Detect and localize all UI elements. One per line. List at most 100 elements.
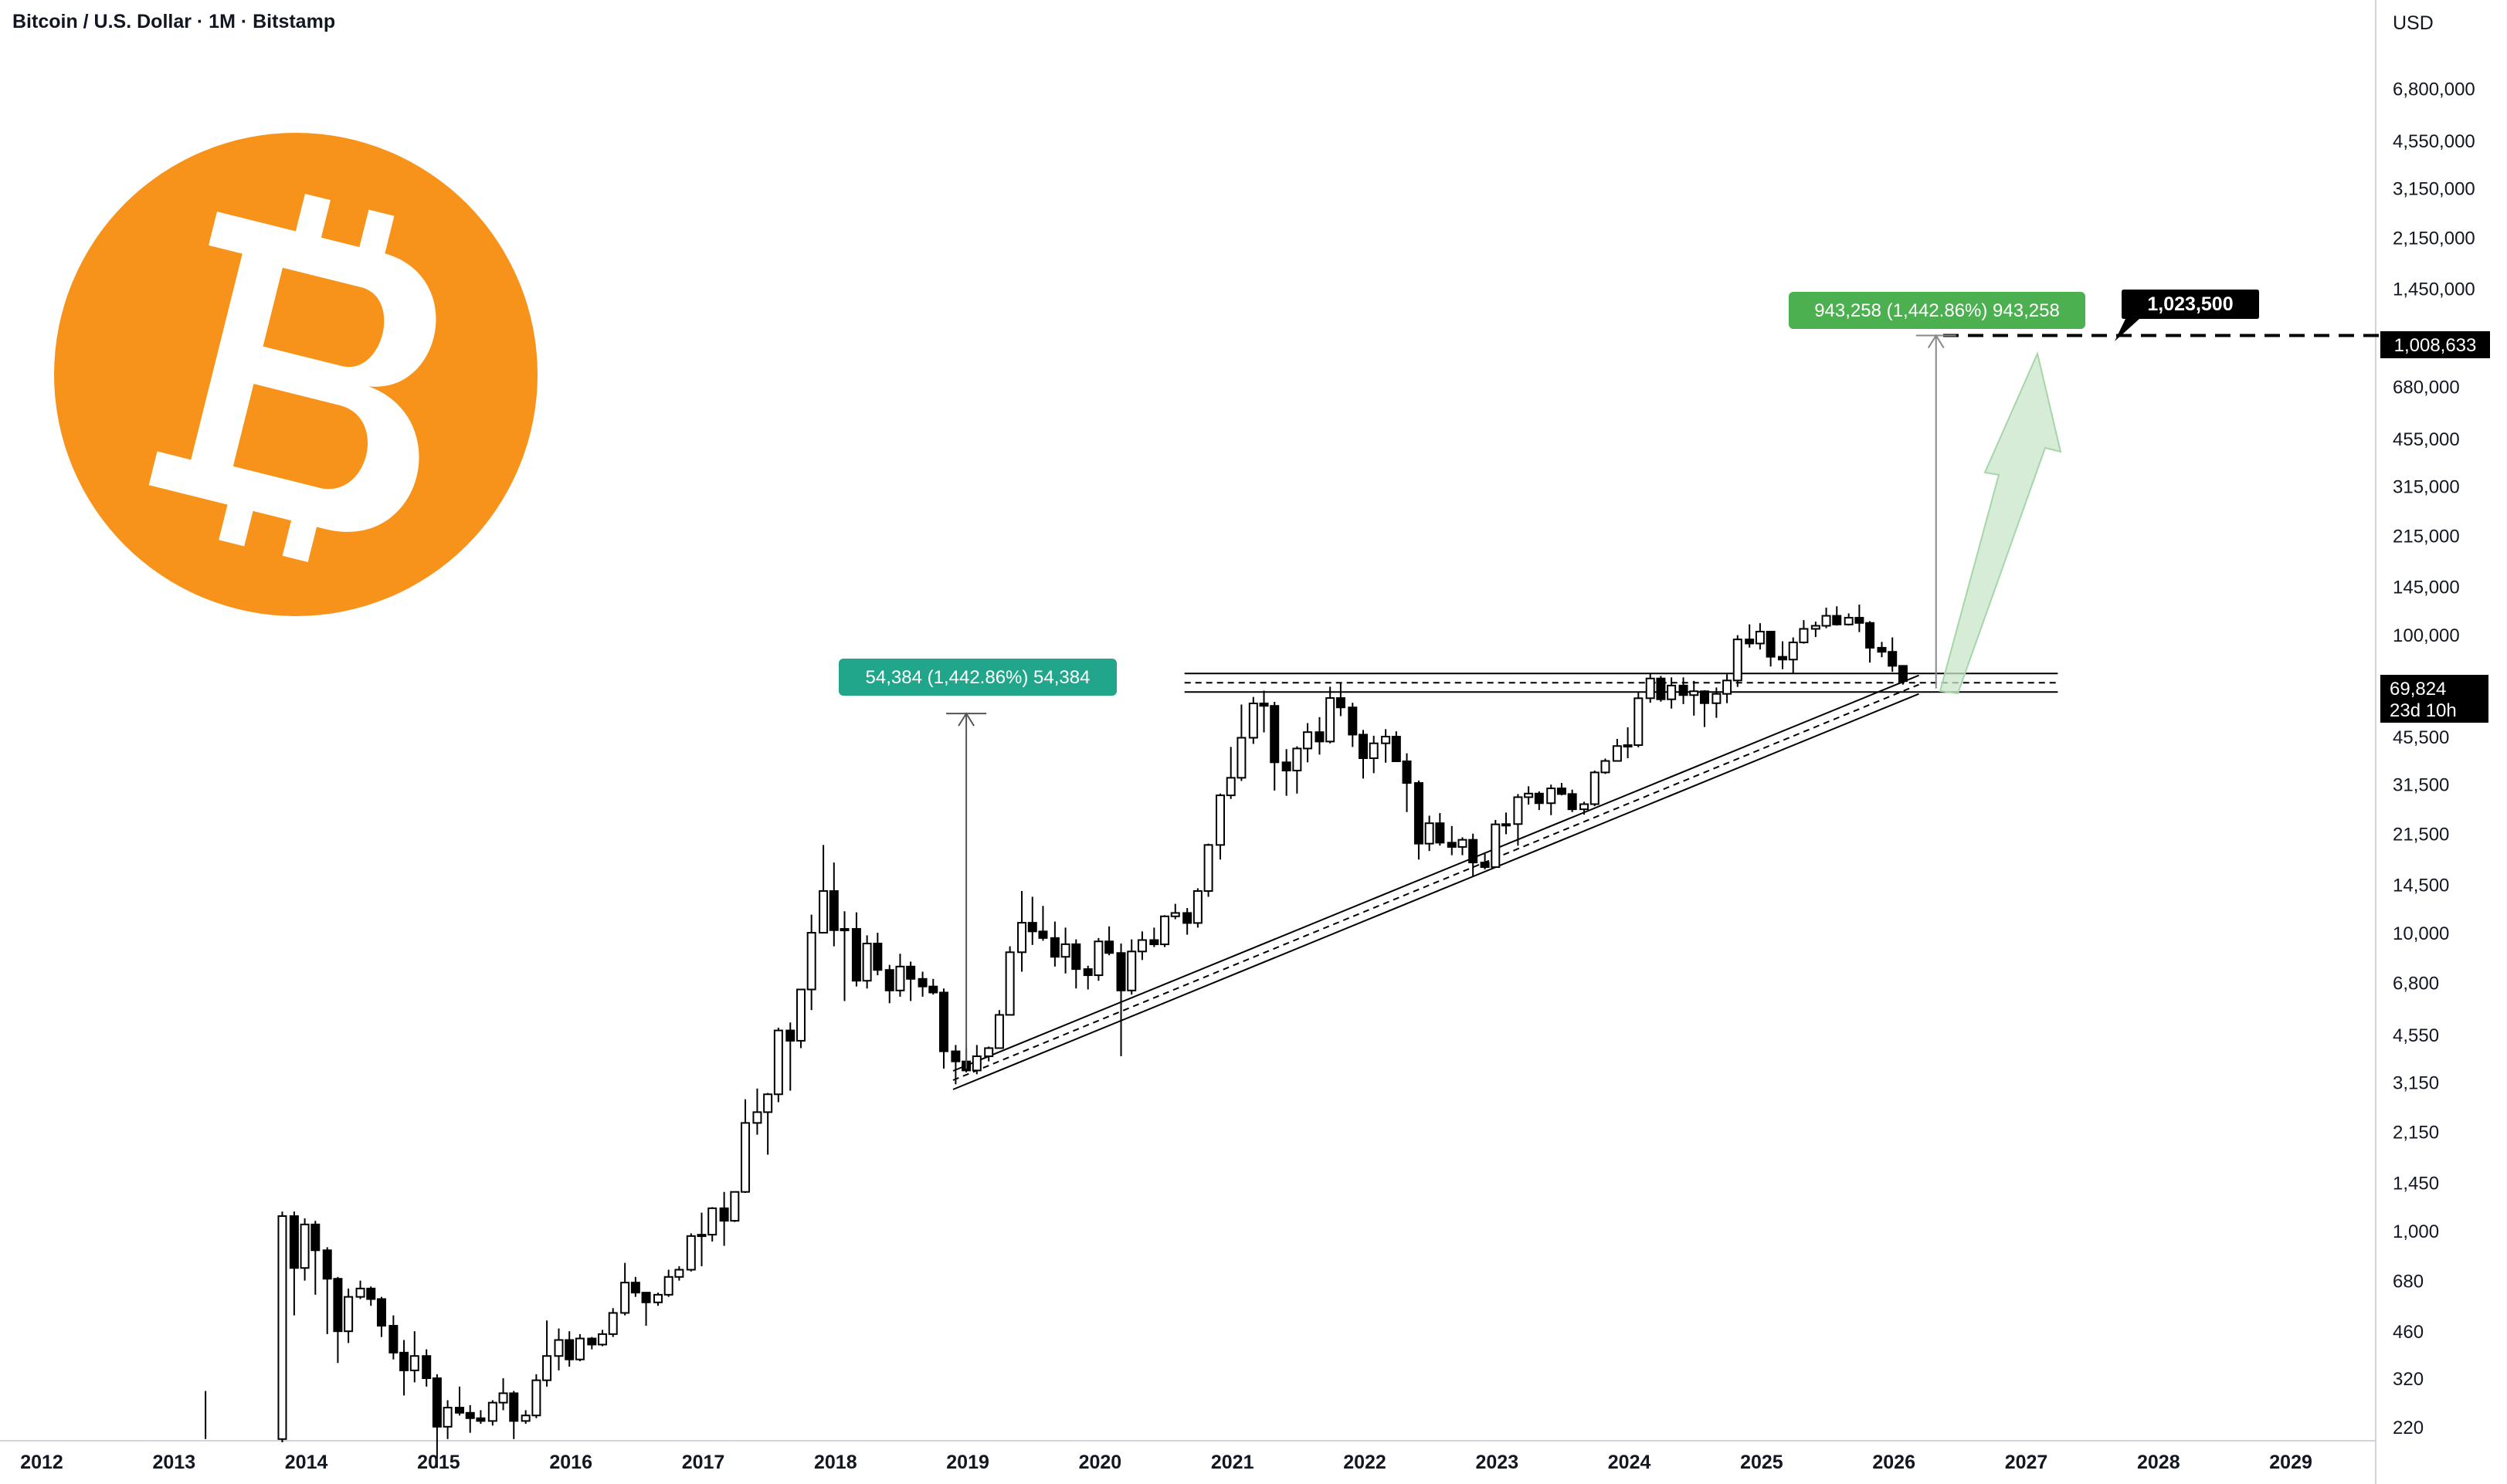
candle-body-up [1424,822,1434,845]
candle [972,1045,982,1075]
candle [322,1247,332,1334]
price-tick-label: 4,550,000 [2393,131,2475,152]
support-trendline-2[interactable] [952,683,1919,1081]
candle [587,1337,597,1350]
price-tick-label: 2,150,000 [2393,229,2475,249]
candle [1480,853,1490,870]
candle [730,1191,740,1222]
support-trendline-0[interactable] [952,674,1919,1072]
candle-body-up [840,928,850,932]
candle-body-up [1248,703,1258,739]
candle [1755,623,1765,650]
candle-body-down [719,1207,729,1222]
measure-label-2026[interactable]: 943,258 (1,442.86%) 943,258 [1789,292,2085,329]
candle [409,1331,419,1383]
candle-body-up [1226,777,1236,797]
candle-body-down [1898,665,1908,683]
candle [1281,749,1291,796]
time-axis[interactable]: 2012 2013 2014 2015 2016 2017 2018 2019 2020 2021… [20,1452,2312,1473]
candle-body-down [1335,697,1345,709]
support-trendline-1[interactable] [952,693,1919,1090]
measure-label-2026-text: 943,258 (1,442.86%) 943,258 [1814,300,2060,321]
candle-body-up [598,1333,608,1346]
candle-body-up [1579,803,1589,811]
candle [752,1088,762,1135]
candle [1149,927,1159,947]
time-tick-label: 2023 [1475,1452,1518,1473]
candle-body-down [1678,684,1688,696]
symbol-title[interactable]: Bitcoin / U.S. Dollar · 1M · Bitstamp [12,11,336,32]
candle [399,1340,409,1396]
candle [1170,903,1180,920]
price-tick-label: 455,000 [2393,429,2460,450]
price-tick-label: 45,500 [2393,727,2449,748]
candle-body-down [509,1392,519,1422]
candle [1844,613,1854,626]
candle-body-down [1832,615,1842,625]
candle [1050,921,1060,967]
candle-body-up [554,1339,564,1357]
time-tick-label: 2014 [285,1452,328,1473]
price-tick-label: 145,000 [2393,578,2460,598]
candle [1413,780,1423,860]
candle [686,1233,696,1272]
time-tick-label: 2024 [1608,1452,1651,1473]
candle-body-up [1612,745,1622,762]
candle [1038,906,1048,941]
candle-body-down [906,965,916,980]
candle-body-up [1381,736,1391,744]
price-tick-label: 1,450,000 [2393,280,2475,300]
price-tick-label: 14,500 [2393,876,2449,896]
candle [1292,746,1302,794]
candle-body-up [1094,940,1104,977]
candle [707,1207,717,1242]
candle [994,1010,1004,1049]
measure-label-2018[interactable]: 54,384 (1,442.86%) 54,384 [839,659,1117,696]
candle-body-down [1766,631,1776,658]
candle [1017,891,1027,972]
projection-arrow[interactable] [1939,351,2062,695]
candle-body-up [1170,912,1180,917]
candle-body-up [608,1312,618,1335]
candle-body-up [1292,747,1302,771]
candle [796,988,806,1049]
candle [1766,631,1776,667]
price-tick-label: 215,000 [2393,527,2460,547]
candle [1579,801,1589,815]
candle [641,1292,651,1326]
candle [1711,687,1722,718]
bitcoin-logo-icon [54,133,538,616]
candle [773,1028,783,1103]
candle [1215,793,1225,860]
candle [521,1410,531,1425]
candle-body-down [829,890,839,931]
candle-body-up [674,1269,684,1278]
candle-body-down [918,977,928,988]
price-tick-label: 31,500 [2393,775,2449,796]
time-tick-label: 2022 [1343,1452,1386,1473]
candle [1821,608,1831,628]
target-callout[interactable]: 1,023,500 [2115,290,2259,341]
time-tick-label: 2013 [152,1452,195,1473]
candle-body-down [432,1377,442,1428]
currency-label[interactable]: USD [2393,12,2434,34]
candle [653,1293,663,1306]
candle [1788,637,1798,673]
candle-body-down [1270,705,1280,764]
candle [1182,908,1192,935]
candle [498,1378,508,1411]
candle [1600,758,1610,774]
time-tick-label: 2019 [946,1452,989,1473]
candle [1656,676,1666,702]
candle-body-up [1546,788,1556,805]
candle [1160,915,1170,947]
price-axis[interactable]: 6,800,000 4,550,000 3,150,000 2,150,000 1,45… [2393,80,2475,1438]
time-tick-label: 2020 [1079,1452,1122,1473]
candle-body-up [773,1029,783,1096]
candle [608,1308,618,1337]
candle [1071,939,1081,989]
candle [1567,789,1577,812]
candle-body-up [1689,690,1699,696]
candle [1778,641,1788,669]
